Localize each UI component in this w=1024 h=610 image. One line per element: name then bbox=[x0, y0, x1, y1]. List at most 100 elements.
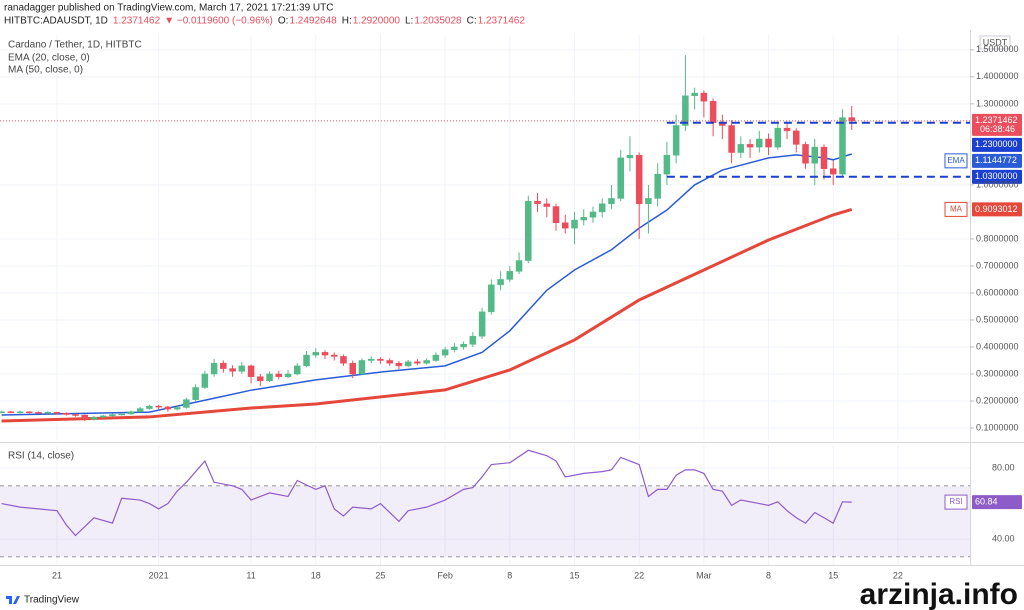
y-tick-label: 80.00 bbox=[992, 462, 1015, 472]
candle-body bbox=[367, 358, 375, 361]
unit: USDT bbox=[983, 37, 1008, 47]
candle-body bbox=[284, 373, 292, 377]
candle-body bbox=[672, 125, 680, 156]
candle-body bbox=[691, 92, 698, 97]
candle-body bbox=[173, 407, 181, 410]
candle-body bbox=[829, 168, 837, 175]
rsi-tag-box bbox=[972, 495, 1022, 510]
candle-body bbox=[414, 361, 421, 364]
candle-body bbox=[340, 356, 347, 364]
candle-body bbox=[580, 217, 587, 221]
candle-body bbox=[820, 146, 828, 169]
candle-body bbox=[201, 373, 209, 388]
x-tick-label: Feb bbox=[437, 570, 453, 580]
candle-body bbox=[617, 157, 624, 199]
candle-body bbox=[349, 362, 356, 375]
y-tick-label: 0.7000000 bbox=[976, 260, 1019, 270]
y-tick-label: 1.3000000 bbox=[976, 98, 1019, 108]
candle-body bbox=[811, 146, 819, 164]
candle-body bbox=[404, 361, 412, 367]
candle-body bbox=[432, 354, 440, 361]
candle-body bbox=[645, 198, 652, 205]
ohlc-value: 1.2371462 bbox=[478, 16, 526, 27]
ohlc-key: H: bbox=[342, 16, 352, 27]
candle-body bbox=[802, 144, 809, 164]
candle-body bbox=[451, 346, 458, 350]
x-tick-label: 22 bbox=[634, 570, 644, 580]
candle-body bbox=[663, 154, 671, 175]
header-bar bbox=[0, 0, 1024, 30]
x-tick-label: 22 bbox=[893, 570, 903, 580]
ohlc-value: 1.2492648 bbox=[289, 16, 337, 27]
candle-body bbox=[395, 362, 403, 367]
candle-body bbox=[238, 365, 246, 372]
last-price-tag-box bbox=[972, 113, 1022, 136]
candle-body bbox=[543, 203, 551, 207]
candle-body bbox=[700, 92, 708, 102]
brand-logo bbox=[6, 596, 20, 604]
candle-body bbox=[7, 411, 15, 414]
level-tag-value: 1.0300000 bbox=[975, 171, 1018, 181]
ema-tag-label-box bbox=[944, 153, 968, 169]
candle-body bbox=[515, 260, 523, 272]
candle-body bbox=[534, 200, 541, 205]
candle-body bbox=[303, 354, 310, 367]
ema-tag-label: EMA bbox=[947, 156, 965, 165]
candle-body bbox=[783, 127, 791, 132]
candle-body bbox=[756, 138, 763, 148]
watermark: arzinja.info bbox=[860, 578, 1018, 610]
y-tick-label: 0.4000000 bbox=[976, 341, 1019, 351]
candle-body bbox=[848, 117, 855, 122]
y-tick-label: 0.1000000 bbox=[976, 422, 1019, 432]
y-tick-label: 40.00 bbox=[992, 533, 1015, 543]
candle-body bbox=[99, 415, 107, 418]
symbol-line: HITBTC:ADAUSDT, 1D 1.2371462 ▼ −0.0119600 … bbox=[4, 16, 525, 27]
rsi-title: RSI (14, close) bbox=[8, 451, 74, 462]
change: ▼ −0.0119600 (−0.96%) bbox=[164, 16, 273, 27]
candle-body bbox=[358, 360, 366, 375]
y-tick-label: 0.6000000 bbox=[976, 287, 1019, 297]
y-tick-label: 0.2000000 bbox=[976, 395, 1019, 405]
ema-tag-box bbox=[972, 153, 1022, 168]
x-tick-label: 2021 bbox=[149, 570, 169, 580]
candle-body bbox=[423, 360, 430, 364]
candle-body bbox=[774, 127, 782, 148]
candle-body bbox=[709, 100, 717, 124]
candle-body bbox=[16, 411, 24, 414]
candle-body bbox=[257, 376, 264, 381]
candle-body bbox=[608, 198, 615, 205]
candle-body bbox=[497, 279, 504, 286]
x-tick-label: 8 bbox=[766, 570, 771, 580]
candle-body bbox=[312, 352, 320, 356]
brand: TradingView bbox=[24, 595, 80, 606]
ma-tag-label-box bbox=[944, 201, 968, 217]
chart-title: Cardano / Tether, 1D, HITBTC bbox=[8, 40, 142, 51]
candle-body bbox=[765, 138, 772, 148]
footer-bar bbox=[0, 588, 1024, 610]
candle-body bbox=[26, 411, 33, 414]
ohlc-value: 1.2035028 bbox=[414, 16, 462, 27]
ma-tag-value: 0.9093012 bbox=[975, 204, 1018, 214]
legend-entry: MA (50, close, 0) bbox=[8, 65, 83, 76]
candle-body bbox=[0, 411, 5, 414]
ma-tag-box bbox=[972, 202, 1022, 217]
symbol: HITBTC:ADAUSDT, 1D bbox=[4, 16, 108, 27]
rsi-tag-value: 60.84 bbox=[975, 496, 998, 506]
plot bbox=[0, 55, 970, 558]
ohlc-value: 1.2920000 bbox=[353, 16, 401, 27]
level-tag-box bbox=[972, 169, 1022, 184]
level-tag-value: 1.2300000 bbox=[975, 139, 1018, 149]
candle-body bbox=[441, 349, 449, 356]
y-tick-label: 0.5000000 bbox=[976, 314, 1019, 324]
candle-body bbox=[192, 387, 199, 400]
candle-body bbox=[220, 362, 227, 369]
candle-body bbox=[63, 412, 70, 415]
candle-body bbox=[598, 203, 606, 213]
last-price-tag-countdown: 06:38:46 bbox=[980, 124, 1015, 134]
candle-body bbox=[330, 354, 338, 357]
ema-tag-value: 1.1144772 bbox=[975, 155, 1017, 165]
candle-body bbox=[525, 200, 532, 261]
candle-body bbox=[746, 144, 754, 148]
x-tick-label: 11 bbox=[246, 570, 255, 580]
